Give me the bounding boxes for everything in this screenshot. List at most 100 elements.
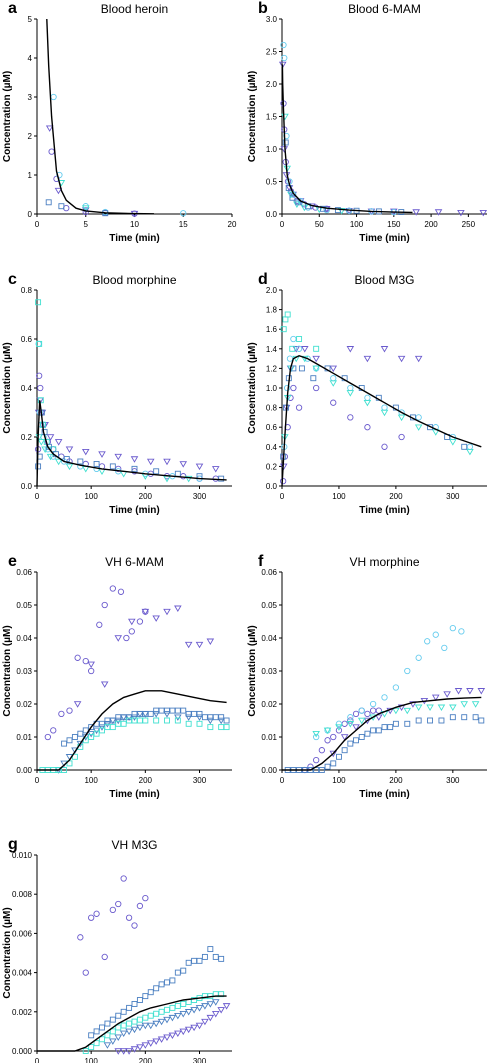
data-point-triangle (217, 1007, 225, 1014)
data-point-square (212, 953, 219, 960)
data-point-triangle (195, 641, 204, 649)
data-point-triangle (65, 446, 74, 453)
model-curve (281, 64, 413, 214)
series-0 (34, 372, 219, 482)
data-point-circle (36, 372, 43, 379)
data-point-square (353, 737, 359, 744)
data-point-square (147, 989, 154, 996)
data-point-square (88, 1032, 95, 1039)
data-point-triangle (201, 1018, 209, 1026)
data-point-square (370, 727, 377, 734)
panel-letter: c (8, 271, 17, 288)
data-point-circle (330, 375, 337, 382)
y-tick-label: 0.02 (261, 700, 277, 709)
x-tick-label: 250 (462, 220, 476, 229)
y-tick-label: 0.006 (12, 929, 33, 938)
data-point-square (174, 1002, 181, 1009)
data-point-circle (347, 414, 354, 421)
data-point-circle (458, 628, 465, 635)
data-point-triangle (179, 461, 188, 468)
panel-letter: e (8, 553, 17, 570)
series-1 (73, 605, 215, 708)
chart-title: Blood M3G (354, 273, 414, 287)
y-tick-label: 5 (28, 15, 33, 24)
data-point-square (381, 724, 388, 731)
data-point-square (153, 707, 160, 714)
data-point-circle (364, 394, 371, 401)
data-point-triangle (454, 688, 463, 695)
data-point-square (115, 714, 122, 721)
data-point-circle (109, 585, 116, 592)
data-point-triangle (114, 717, 123, 725)
data-point-triangle (340, 734, 349, 741)
data-point-circle (313, 733, 320, 741)
model-curve (36, 400, 227, 487)
data-point-triangle (98, 724, 106, 731)
data-point-triangle (300, 346, 309, 353)
data-point-square (88, 724, 95, 731)
series-2 (280, 41, 397, 216)
x-tick-label: 200 (389, 776, 403, 785)
data-point-square (93, 1028, 100, 1035)
y-tick-label: 0 (28, 210, 33, 219)
x-tick-label: 300 (446, 776, 460, 785)
data-point-square (201, 714, 208, 721)
data-point-circle (449, 624, 456, 632)
x-tick-label: 200 (139, 776, 153, 785)
data-point-square (207, 724, 214, 731)
data-point-triangle (312, 355, 320, 363)
x-tick-label: 100 (84, 776, 98, 785)
data-point-circle (347, 714, 354, 721)
data-point-circle (364, 424, 371, 431)
data-point-triangle (130, 714, 139, 721)
y-tick-label: 0.05 (261, 601, 277, 610)
data-point-square (320, 205, 326, 212)
data-point-square (164, 979, 170, 986)
series-4 (280, 311, 320, 352)
series-4 (284, 714, 485, 773)
data-point-circle (398, 433, 405, 441)
data-point-square (223, 717, 230, 724)
data-point-square (180, 1001, 187, 1007)
data-point-square (88, 734, 95, 740)
data-point-square (142, 993, 149, 1000)
x-tick-label: 0 (280, 776, 285, 785)
data-point-square (207, 714, 214, 721)
data-point-triangle (174, 1030, 182, 1038)
data-point-triangle (174, 605, 182, 612)
data-point-triangle (346, 721, 355, 728)
x-tick-label: 200 (139, 492, 153, 501)
series-4 (282, 139, 405, 216)
plot-area (279, 311, 482, 487)
x-tick-label: 100 (332, 492, 346, 501)
panel-f: f VH morphine 0 100 200 300 0.00 0.01 0.02 0.03 0.… (247, 553, 487, 800)
y-tick-label: 0.4 (266, 443, 278, 452)
data-point-circle (381, 694, 388, 701)
data-point-triangle (146, 458, 155, 466)
data-point-triangle (81, 205, 90, 212)
y-tick-label: 0.01 (261, 733, 277, 742)
y-tick-label: 0.6 (266, 423, 278, 432)
y-tick-label: 1.6 (266, 325, 278, 334)
data-point-circle (128, 628, 135, 635)
data-point-triangle (206, 1014, 215, 1022)
y-tick-label: 0.2 (266, 462, 278, 471)
data-point-circle (101, 601, 108, 609)
data-point-circle (82, 657, 89, 665)
series-3 (312, 701, 480, 738)
chart-title: Blood 6-MAM (348, 2, 421, 16)
y-tick-label: 0.01 (16, 733, 32, 742)
data-point-triangle (363, 399, 372, 407)
data-point-square (109, 463, 116, 470)
data-point-triangle (414, 424, 423, 431)
data-point-triangle (466, 688, 474, 695)
y-tick-label: 0.02 (16, 700, 32, 709)
panel-d: d Blood M3G 0 100 200 300 0.0 0.2 0.4 0.6 0.8 1.0 1.… (247, 271, 487, 516)
data-point-triangle (211, 999, 220, 1006)
data-point-square (289, 345, 296, 352)
y-tick-label: 0.010 (12, 851, 33, 860)
data-point-square (212, 714, 219, 721)
data-point-square (147, 710, 154, 717)
x-tick-label: 0 (35, 1057, 40, 1063)
data-point-square (201, 953, 208, 960)
